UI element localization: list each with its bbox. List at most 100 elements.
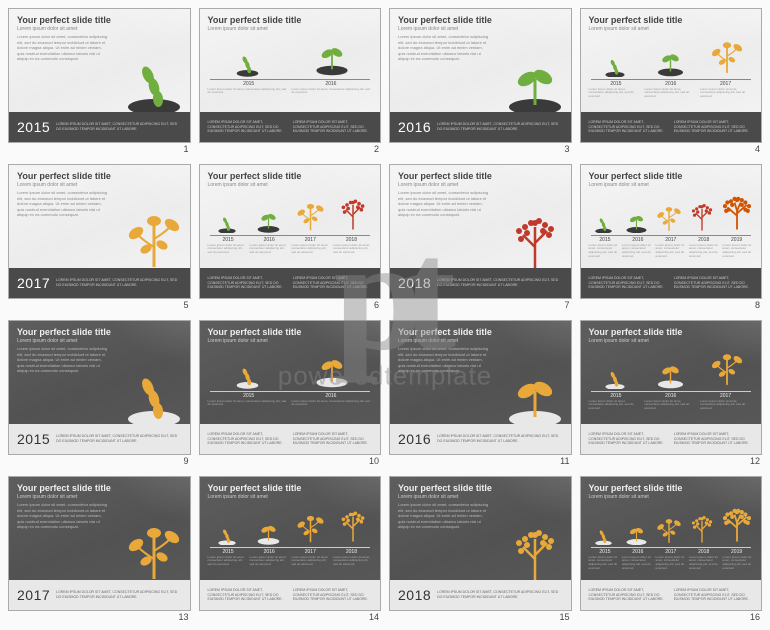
slide-thumbnail[interactable]: Your perfect slide title Lorem ipsum dol…: [199, 320, 382, 455]
slide-cell[interactable]: Your perfect slide title Lorem ipsum dol…: [199, 164, 382, 310]
timeline-lorem: Lorem ipsum dolor sit amet, consectetur …: [208, 88, 289, 95]
bottom-band: LOREM IPSUM DOLOR SIT AMET, CONSECTETUR …: [581, 424, 762, 454]
slide-lorem: Lorem ipsum dolor sit amet, consectetur …: [398, 190, 488, 268]
timeline-labels: 2015201620172018: [206, 236, 375, 243]
slide-subtitle: Lorem ipsum dolor sit amet: [390, 494, 571, 502]
timeline-lorem: Lorem ipsum dolor sit amet, consectetur …: [291, 244, 330, 255]
slide-title: Your perfect slide title: [581, 321, 762, 338]
slide-number: 5: [8, 299, 191, 310]
slide-cell[interactable]: Your perfect slide title Lorem ipsum dol…: [199, 8, 382, 154]
slide-thumbnail[interactable]: Your perfect slide title Lorem ipsum dol…: [8, 8, 191, 143]
slide-thumbnail[interactable]: Your perfect slide title Lorem ipsum dol…: [580, 8, 763, 143]
timeline-labels: 20152016: [206, 392, 375, 399]
slide-subtitle: Lorem ipsum dolor sit amet: [390, 338, 571, 346]
slide-thumbnail[interactable]: Your perfect slide title Lorem ipsum dol…: [389, 476, 572, 611]
slide-cell[interactable]: Your perfect slide title Lorem ipsum dol…: [8, 476, 191, 622]
timeline-year: 2015: [208, 549, 249, 555]
plant-graphic-sapling: [655, 204, 683, 233]
slide-title: Your perfect slide title: [581, 477, 762, 494]
timeline-axis: [591, 547, 752, 548]
timeline-year: 2018: [687, 237, 720, 243]
slide-subtitle: Lorem ipsum dolor sit amet: [200, 494, 381, 502]
plant-graphic-seed: [604, 56, 626, 77]
timeline-graphics-row: [587, 502, 756, 545]
bottom-band: LOREM IPSUM DOLOR SIT AMET, CONSECTETUR …: [200, 580, 381, 610]
timeline-lorem: Lorem ipsum dolor sit amet, consectetur …: [644, 88, 697, 99]
slide-title: Your perfect slide title: [390, 165, 571, 182]
timeline-year: 2017: [698, 393, 753, 399]
slide-cell[interactable]: Your perfect slide title Lorem ipsum dol…: [580, 164, 763, 310]
timeline-labels: 20152016201720182019: [587, 548, 756, 555]
slide-thumbnail[interactable]: Your perfect slide title Lorem ipsum dol…: [389, 164, 572, 299]
band-lorem: LOREM IPSUM DOLOR SIT AMET, CONSECTETUR …: [208, 588, 287, 602]
timeline-lorem: Lorem ipsum dolor sit amet, consectetur …: [291, 88, 372, 95]
timeline-item: [620, 522, 653, 545]
band-lorem: LOREM IPSUM DOLOR SIT AMET, CONSECTETUR …: [56, 278, 181, 287]
plant-graphic-tree: [335, 193, 371, 233]
slide-thumbnail[interactable]: Your perfect slide title Lorem ipsum dol…: [199, 164, 382, 299]
timeline-item: [587, 527, 620, 545]
slide-title: Your perfect slide title: [9, 9, 190, 26]
plant-graphic-sprout: [625, 210, 648, 233]
slide-cell[interactable]: Your perfect slide title Lorem ipsum dol…: [580, 320, 763, 466]
slide-cell[interactable]: Your perfect slide title Lorem ipsum dol…: [389, 320, 572, 466]
slide-subtitle: Lorem ipsum dolor sit amet: [581, 182, 762, 190]
slide-subtitle: Lorem ipsum dolor sit amet: [9, 338, 190, 346]
slide-cell[interactable]: Your perfect slide title Lorem ipsum dol…: [8, 164, 191, 310]
slide-cell[interactable]: Your perfect slide title Lorem ipsum dol…: [8, 8, 191, 154]
band-lorem: LOREM IPSUM DOLOR SIT AMET, CONSECTETUR …: [208, 432, 287, 446]
slide-thumbnail[interactable]: Your perfect slide title Lorem ipsum dol…: [389, 8, 572, 143]
slide-thumbnail[interactable]: Your perfect slide title Lorem ipsum dol…: [8, 164, 191, 299]
bottom-band: LOREM IPSUM DOLOR SIT AMET, CONSECTETUR …: [200, 424, 381, 454]
slide-cell[interactable]: Your perfect slide title Lorem ipsum dol…: [580, 476, 763, 622]
timeline-lorem-row: Lorem ipsum dolor sit amet, consectetur …: [587, 399, 756, 411]
timeline-labels: 2015201620172018: [206, 548, 375, 555]
timeline-item: [206, 214, 248, 233]
timeline-lorem: Lorem ipsum dolor sit amet, consectetur …: [208, 556, 247, 567]
band-lorem: LOREM IPSUM DOLOR SIT AMET, CONSECTETUR …: [208, 120, 287, 134]
slide-thumbnail[interactable]: Your perfect slide title Lorem ipsum dol…: [580, 164, 763, 299]
slide-thumbnail[interactable]: Your perfect slide title Lorem ipsum dol…: [8, 476, 191, 611]
year-label: 2018: [398, 587, 431, 603]
slide-cell[interactable]: Your perfect slide title Lorem ipsum dol…: [199, 476, 382, 622]
slide-thumbnail[interactable]: Your perfect slide title Lorem ipsum dol…: [199, 476, 382, 611]
slide-number: 1: [8, 143, 191, 154]
slide-cell[interactable]: Your perfect slide title Lorem ipsum dol…: [580, 8, 763, 154]
slide-cell[interactable]: Your perfect slide title Lorem ipsum dol…: [389, 476, 572, 622]
slide-number: 2: [199, 143, 382, 154]
timeline-item: [653, 516, 686, 545]
slide-cell[interactable]: Your perfect slide title Lorem ipsum dol…: [389, 8, 572, 154]
slide-thumbnail[interactable]: Your perfect slide title Lorem ipsum dol…: [580, 476, 763, 611]
band-lorem: LOREM IPSUM DOLOR SIT AMET, CONSECTETUR …: [293, 588, 372, 602]
timeline-item: [332, 193, 374, 233]
slide-thumbnail[interactable]: Your perfect slide title Lorem ipsum dol…: [580, 320, 763, 455]
plant-graphic-sprout: [656, 358, 685, 389]
slide-title: Your perfect slide title: [200, 165, 381, 182]
band-lorem: LOREM IPSUM DOLOR SIT AMET, CONSECTETUR …: [589, 432, 668, 446]
plant-graphic-seed: [235, 363, 260, 389]
timeline-labels: 20152016: [206, 80, 375, 87]
slide-cell[interactable]: Your perfect slide title Lorem ipsum dol…: [199, 320, 382, 466]
plant-graphic-bigtree: [719, 505, 755, 545]
slide-thumbnail[interactable]: Your perfect slide title Lorem ipsum dol…: [8, 320, 191, 455]
plant-graphic-tree: [686, 511, 718, 545]
slide-thumbnail[interactable]: Your perfect slide title Lorem ipsum dol…: [199, 8, 382, 143]
timeline-lorem: Lorem ipsum dolor sit amet, consectetur …: [622, 244, 653, 258]
timeline-year: 2015: [589, 81, 644, 87]
timeline-year: 2017: [654, 549, 687, 555]
plant-graphic-seed: [217, 214, 237, 233]
slide-cell[interactable]: Your perfect slide title Lorem ipsum dol…: [389, 164, 572, 310]
timeline-lorem: Lorem ipsum dolor sit amet, consectetur …: [208, 400, 289, 407]
slide-lorem: Lorem ipsum dolor sit amet, consectetur …: [17, 346, 107, 424]
plant-graphic-sapling: [655, 516, 683, 545]
timeline-item: [587, 215, 620, 233]
slide-thumbnail[interactable]: Your perfect slide title Lorem ipsum dol…: [389, 320, 572, 455]
timeline-labels: 20152016201720182019: [587, 236, 756, 243]
year-label: 2016: [398, 431, 431, 447]
slide-body: Lorem ipsum dolor sit amet, consectetur …: [390, 502, 571, 580]
timeline-year: 2017: [654, 237, 687, 243]
timeline-axis: [210, 79, 371, 80]
timeline-graphics-row: [206, 502, 375, 545]
slide-title: Your perfect slide title: [390, 321, 571, 338]
slide-cell[interactable]: Your perfect slide title Lorem ipsum dol…: [8, 320, 191, 466]
